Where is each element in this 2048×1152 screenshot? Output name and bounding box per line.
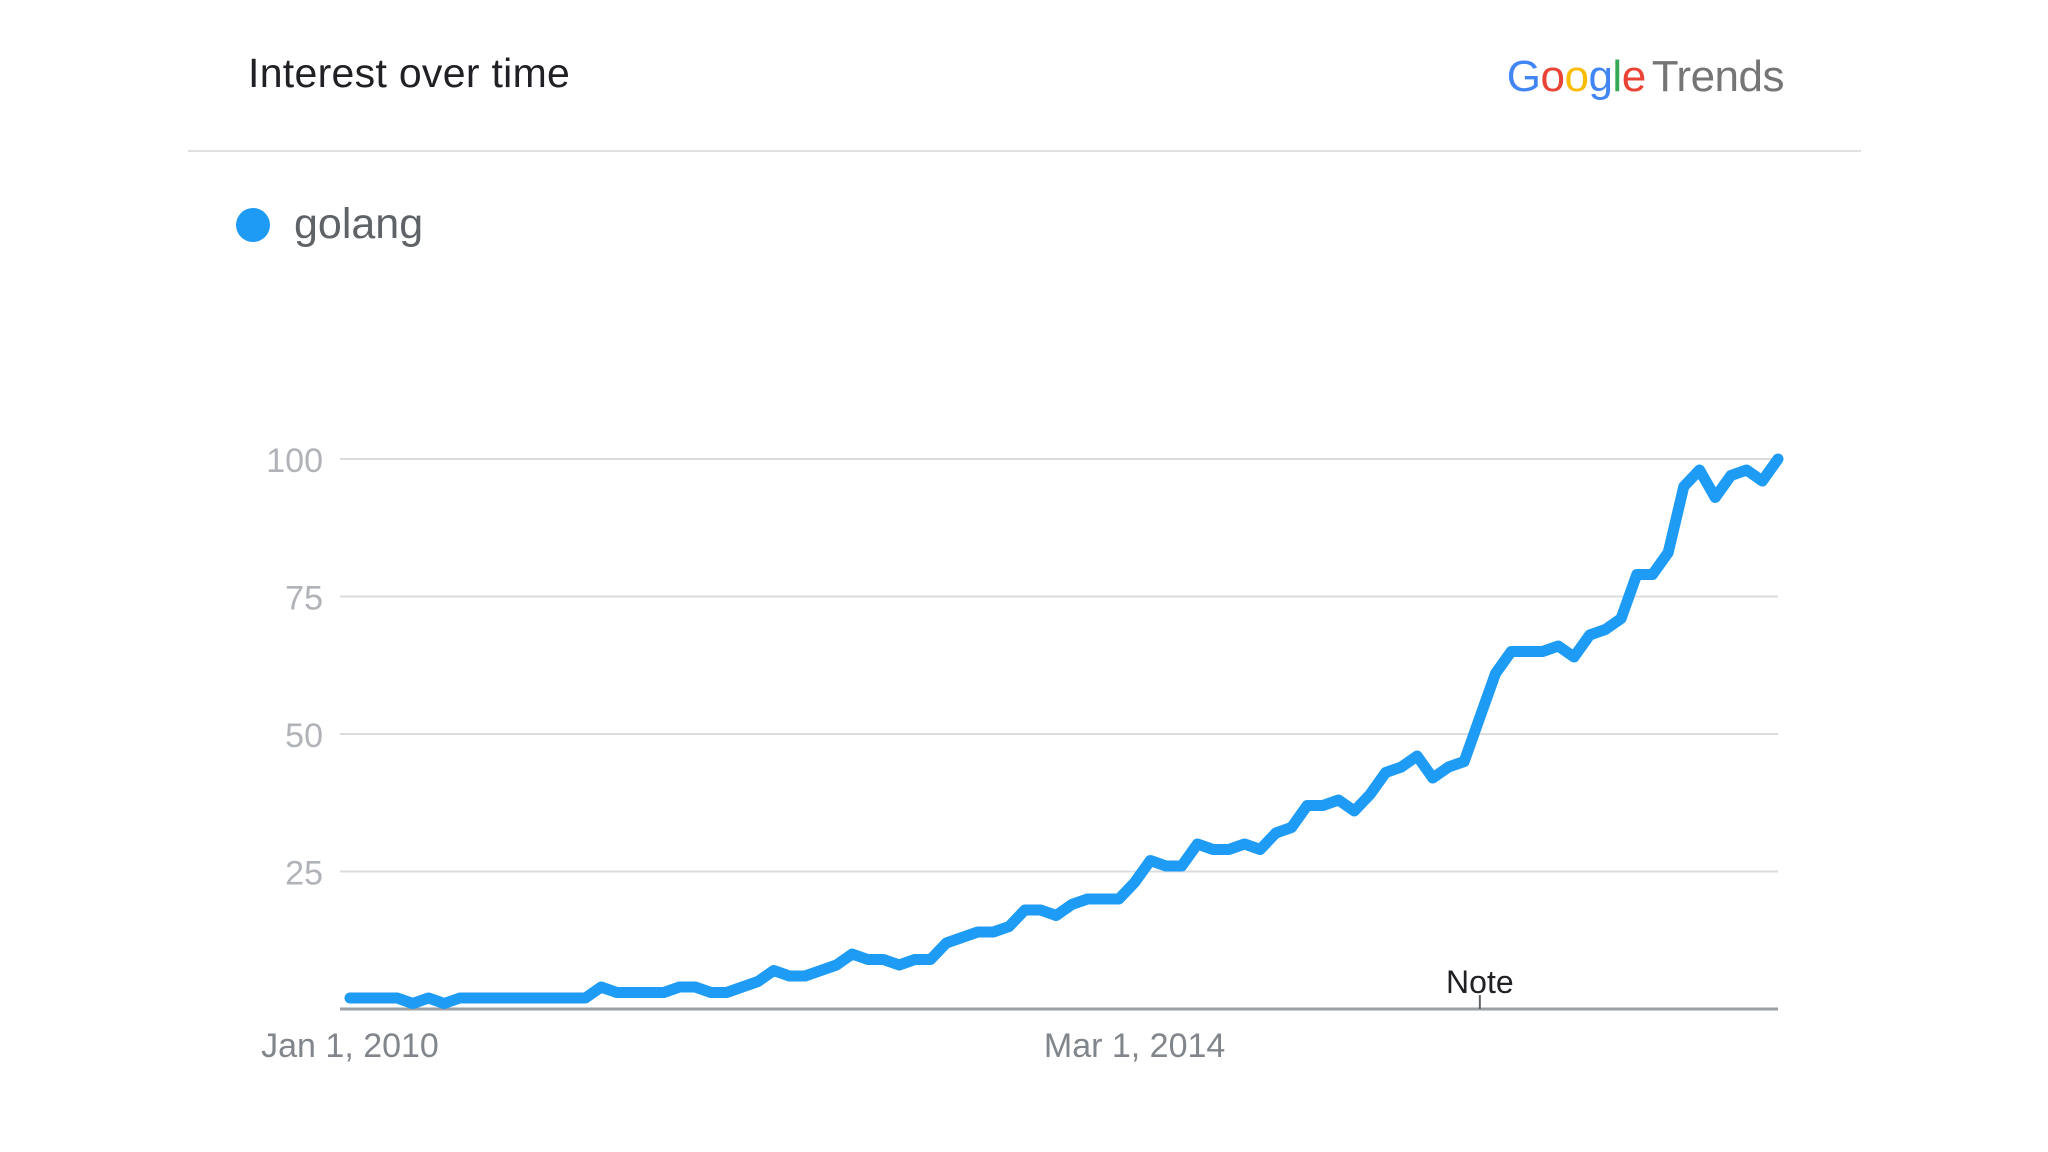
y-tick-label: 100 — [266, 442, 323, 480]
legend-label: golang — [294, 200, 424, 248]
x-tick-label: Mar 1, 2014 — [1044, 1027, 1225, 1065]
legend[interactable]: golang — [236, 200, 423, 249]
logo-letter: l — [1612, 52, 1622, 101]
y-tick-label: 75 — [285, 580, 323, 618]
y-tick-label: 50 — [285, 717, 323, 755]
logo-letter: g — [1588, 52, 1613, 101]
logo-letter: o — [1564, 52, 1589, 101]
chart-title: Interest over time — [248, 50, 571, 96]
annotation-label[interactable]: Note — [1446, 964, 1514, 1000]
legend-marker-icon — [236, 207, 270, 242]
logo-letter: e — [1621, 52, 1646, 101]
series-line-golang — [344, 453, 1784, 1009]
y-tick-label: 25 — [285, 855, 323, 893]
logo-letter: G — [1506, 52, 1541, 101]
google-trends-logo: Google Trends — [1507, 52, 1785, 102]
x-tick-label: Jan 1, 2010 — [261, 1027, 439, 1065]
header-divider — [188, 150, 1861, 152]
trends-wordmark: Trends — [1651, 52, 1785, 101]
logo-letter: o — [1540, 52, 1565, 101]
google-wordmark: Google — [1507, 52, 1646, 101]
